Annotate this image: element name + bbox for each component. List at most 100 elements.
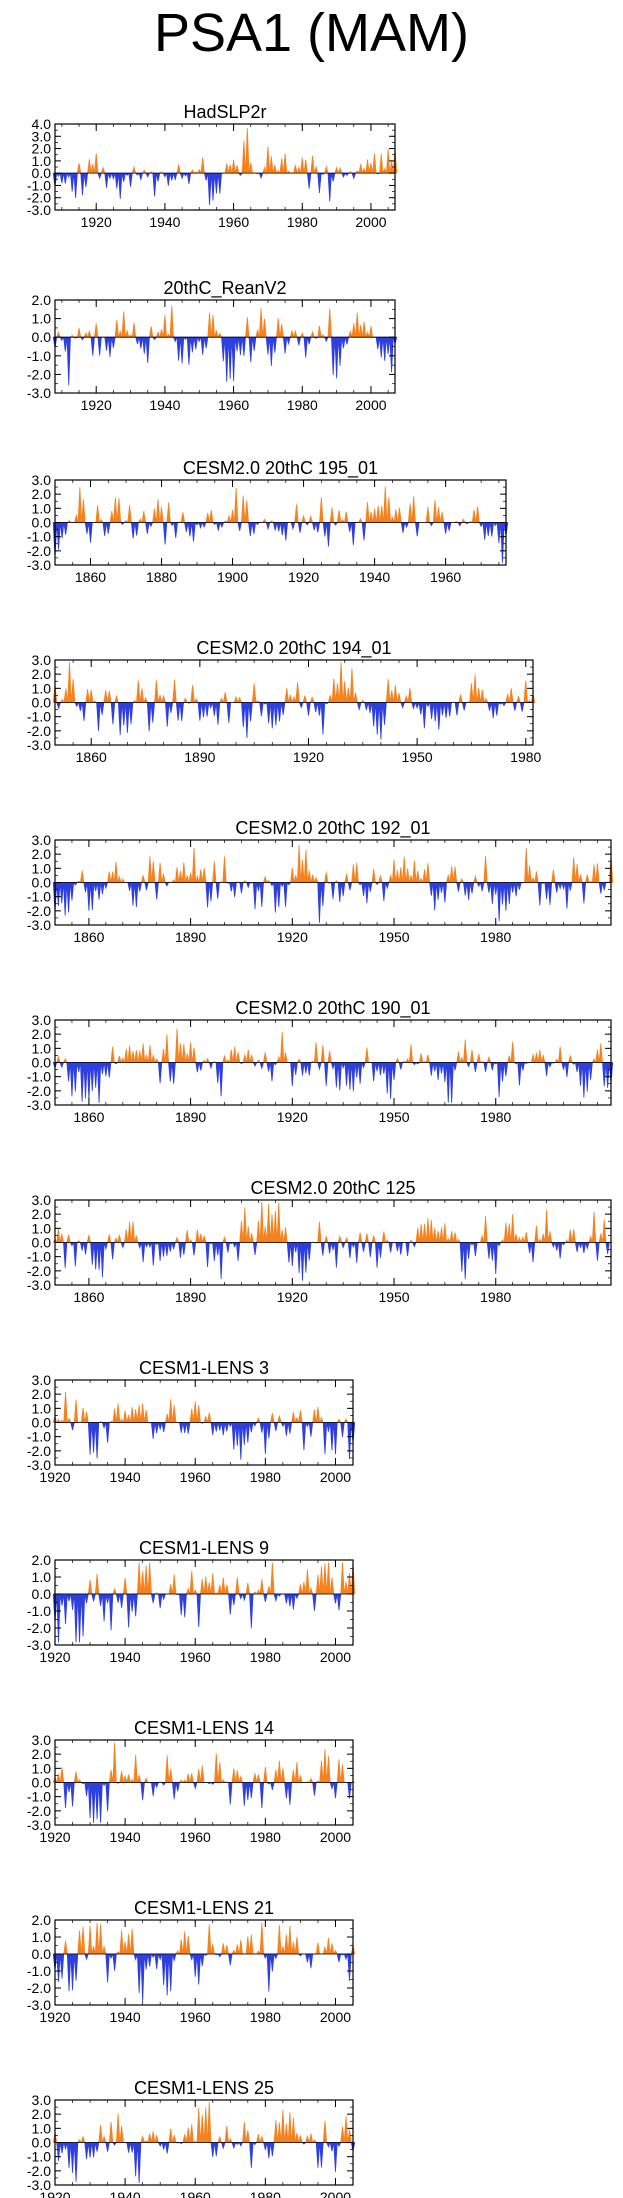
x-tick-label: 1900	[217, 569, 248, 585]
x-tick-label: 1920	[39, 2189, 70, 2198]
positive-area	[56, 305, 374, 338]
x-tick-label: 1920	[81, 397, 112, 413]
negative-area	[63, 1782, 352, 1823]
chart-title: CESM2.0 20thC 195_01	[183, 458, 378, 479]
x-tick-label: 1920	[39, 2009, 70, 2025]
y-tick-label: -1.0	[27, 1789, 51, 1805]
negative-area	[52, 882, 607, 923]
y-tick-label: -2.0	[27, 1620, 51, 1636]
negative-area	[52, 1062, 614, 1103]
y-tick-label: -1.0	[27, 177, 51, 193]
chart-title: CESM1-LENS 14	[134, 1718, 274, 1738]
x-tick-label: 1980	[250, 2009, 281, 2025]
y-tick-label: -3.0	[27, 1637, 51, 1653]
plot-frame	[54, 123, 396, 211]
y-tick-label: -3.0	[27, 2177, 51, 2193]
x-tick-label: 1960	[180, 1649, 211, 1665]
x-tick-label: 1950	[378, 1109, 409, 1125]
x-tick-label: 1860	[75, 569, 106, 585]
y-tick-label: -3.0	[27, 1277, 51, 1293]
x-tick-label: 1920	[288, 569, 319, 585]
positive-area	[52, 1742, 355, 1783]
y-tick-label: -3.0	[27, 1997, 51, 2013]
y-tick-label: -1.0	[27, 1603, 51, 1619]
y-tick-label: 1.0	[32, 1400, 52, 1416]
x-tick-label: 1920	[293, 749, 324, 765]
y-tick-label: 2.0	[32, 292, 52, 308]
y-tick-label: 0.0	[32, 329, 52, 345]
x-tick-label: 1940	[110, 1649, 141, 1665]
y-tick-label: 2.0	[32, 1386, 52, 1402]
negative-area	[70, 1422, 356, 1460]
x-tick-label: 1940	[110, 2009, 141, 2025]
positive-area	[56, 1028, 603, 1063]
chart-title: CESM2.0 20thC 194_01	[196, 638, 391, 659]
x-tick-label: 1960	[180, 2189, 211, 2198]
y-tick-label: 2.0	[32, 2106, 52, 2122]
y-tick-label: 1.0	[32, 153, 52, 169]
chart-panel-8: CESM1-LENS 3 3.02.01.00.0-1.0-2.0-3.01920…	[27, 1358, 356, 1485]
y-tick-label: 3.0	[32, 652, 52, 668]
negative-area	[52, 1953, 352, 2003]
chart-title: CESM2.0 20thC 192_01	[235, 818, 430, 839]
y-tick-label: -1.0	[27, 1069, 51, 1085]
y-tick-label: 3.0	[32, 1192, 52, 1208]
y-tick-label: 3.0	[32, 128, 52, 144]
x-tick-label: 1960	[180, 1469, 211, 1485]
chart-panel-10: CESM1-LENS 14 3.02.01.00.0-1.0-2.0-3.0192…	[27, 1718, 355, 1845]
x-tick-label: 2000	[320, 1469, 351, 1485]
y-tick-label: 0.0	[32, 165, 52, 181]
y-tick-label: -3.0	[27, 557, 51, 573]
y-tick-label: -3.0	[27, 917, 51, 933]
y-tick-label: 1.0	[32, 311, 52, 327]
x-tick-label: 1920	[277, 1109, 308, 1125]
chart-panel-3: CESM2.0 20thC 195_01 3.02.01.00.0-1.0-2.0…	[27, 458, 509, 585]
x-tick-label: 1920	[277, 929, 308, 945]
x-tick-label: 1940	[359, 569, 390, 585]
x-tick-label: 1980	[480, 1109, 511, 1125]
x-tick-label: 1950	[378, 929, 409, 945]
negative-area	[52, 522, 509, 563]
chart-panel-6: CESM2.0 20thC 190_01 3.02.01.00.0-1.0-2.0…	[27, 998, 614, 1125]
y-tick-label: 0.0	[32, 875, 52, 891]
x-tick-label: 1920	[81, 214, 112, 230]
y-tick-label: -1.0	[27, 348, 51, 364]
negative-area	[52, 1593, 342, 1643]
y-tick-label: -3.0	[27, 1817, 51, 1833]
y-tick-label: 1.0	[32, 1220, 52, 1236]
x-tick-label: 1960	[218, 214, 249, 230]
y-tick-label: 2.0	[32, 1746, 52, 1762]
y-tick-label: 3.0	[32, 832, 52, 848]
y-tick-label: 2.0	[32, 141, 52, 157]
y-tick-label: 0.0	[32, 515, 52, 531]
x-tick-label: 1920	[39, 1649, 70, 1665]
y-tick-label: 0.0	[32, 1946, 52, 1962]
y-tick-label: -2.0	[27, 2163, 51, 2179]
positive-area	[52, 662, 536, 703]
chart-panel-12: CESM1-LENS 25 3.02.01.00.0-1.0-2.0-3.0192…	[27, 2078, 356, 2198]
y-tick-label: 3.0	[32, 1732, 52, 1748]
negative-area	[63, 1242, 610, 1281]
y-tick-label: 0.0	[32, 2135, 52, 2151]
chart-panel-5: CESM2.0 20thC 192_01 3.02.01.00.0-1.0-2.0…	[27, 818, 614, 945]
y-tick-label: 2.0	[32, 1912, 52, 1928]
x-tick-label: 1960	[218, 397, 249, 413]
x-tick-label: 1980	[250, 1829, 281, 1845]
x-tick-label: 2000	[320, 2189, 351, 2198]
y-tick-label: 2.0	[32, 1206, 52, 1222]
chart-panel-1: HadSLP2r 4.03.02.01.00.0-1.0-2.0-3.0 1920 1…	[27, 102, 398, 230]
y-tick-label: 1.0	[32, 2120, 52, 2136]
x-tick-label: 1890	[175, 1109, 206, 1125]
x-tick-label: 1940	[110, 1829, 141, 1845]
y-tick-label: 3.0	[32, 1372, 52, 1388]
y-tick-label: -2.0	[27, 366, 51, 382]
y-tick-label: 3.0	[32, 2092, 52, 2108]
y-tick-label: 1.0	[32, 1760, 52, 1776]
y-tick-label: -3.0	[27, 385, 51, 401]
chart-title: CESM1-LENS 3	[139, 1358, 269, 1378]
x-tick-label: 2000	[320, 1829, 351, 1845]
y-tick-label: -3.0	[27, 202, 51, 218]
y-tick-label: -3.0	[27, 1457, 51, 1473]
positive-area	[76, 128, 398, 174]
x-tick-label: 1890	[175, 929, 206, 945]
